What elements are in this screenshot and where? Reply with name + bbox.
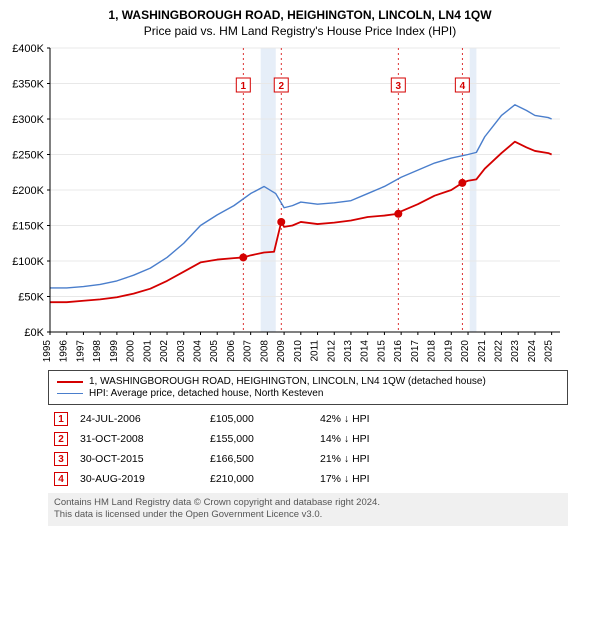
legend-label-address: 1, WASHINGBOROUGH ROAD, HEIGHINGTON, LIN… bbox=[89, 376, 486, 387]
x-tick-label: 2004 bbox=[192, 340, 203, 363]
y-tick-label: £350K bbox=[12, 79, 44, 91]
x-tick-label: 2014 bbox=[360, 340, 371, 363]
event-number: 3 bbox=[396, 81, 402, 92]
event-num-cell: 1 bbox=[48, 409, 74, 429]
event-num-box: 3 bbox=[54, 452, 68, 466]
event-row: 1 24-JUL-2006£105,00042% ↓ HPI bbox=[48, 409, 568, 429]
event-row: 3 30-OCT-2015£166,50021% ↓ HPI bbox=[48, 449, 568, 469]
x-tick-label: 2005 bbox=[209, 340, 220, 363]
event-num-box: 4 bbox=[54, 472, 68, 486]
x-tick-label: 2013 bbox=[343, 340, 354, 363]
event-delta: 17% ↓ HPI bbox=[314, 469, 568, 489]
price-chart: 1 2 3 4 £0K £50K £100K £150K £200K £250K £300K £350… bbox=[8, 44, 568, 364]
x-tick-label: 2017 bbox=[410, 340, 421, 363]
legend: 1, WASHINGBOROUGH ROAD, HEIGHINGTON, LIN… bbox=[48, 370, 568, 405]
event-num-cell: 2 bbox=[48, 429, 74, 449]
y-tick-label: £150K bbox=[12, 221, 44, 233]
x-tick-label: 2001 bbox=[142, 340, 153, 363]
x-tick-label: 2021 bbox=[477, 340, 488, 363]
x-tick-label: 2018 bbox=[427, 340, 438, 363]
x-tick-label: 1998 bbox=[92, 340, 103, 363]
x-tick-label: 2012 bbox=[326, 340, 337, 363]
event-date: 31-OCT-2008 bbox=[74, 429, 204, 449]
x-tick-label: 1996 bbox=[59, 340, 70, 363]
y-tick-label: £50K bbox=[18, 292, 44, 304]
event-date: 24-JUL-2006 bbox=[74, 409, 204, 429]
event-num-cell: 4 bbox=[48, 469, 74, 489]
x-tick-label: 2006 bbox=[226, 340, 237, 363]
event-row: 2 31-OCT-2008£155,00014% ↓ HPI bbox=[48, 429, 568, 449]
event-price: £166,500 bbox=[204, 449, 314, 469]
x-tick-label: 2024 bbox=[527, 340, 538, 363]
event-number: 1 bbox=[241, 81, 247, 92]
footer: Contains HM Land Registry data © Crown c… bbox=[48, 493, 568, 526]
event-delta: 21% ↓ HPI bbox=[314, 449, 568, 469]
x-tick-label: 2019 bbox=[443, 340, 454, 363]
event-price: £105,000 bbox=[204, 409, 314, 429]
x-tick-label: 2002 bbox=[159, 340, 170, 363]
y-tick-label: £300K bbox=[12, 114, 44, 126]
x-tick-label: 2020 bbox=[460, 340, 471, 363]
legend-row-hpi: HPI: Average price, detached house, Nort… bbox=[57, 388, 559, 399]
legend-swatch-address bbox=[57, 381, 83, 383]
x-tick-label: 2009 bbox=[276, 340, 287, 363]
event-num-box: 2 bbox=[54, 432, 68, 446]
x-tick-label: 2007 bbox=[243, 340, 254, 363]
footer-line1: Contains HM Land Registry data © Crown c… bbox=[54, 497, 562, 509]
chart-subtitle: Price paid vs. HM Land Registry's House … bbox=[8, 24, 592, 38]
y-tick-label: £200K bbox=[12, 185, 44, 197]
event-delta: 14% ↓ HPI bbox=[314, 429, 568, 449]
event-date: 30-OCT-2015 bbox=[74, 449, 204, 469]
x-tick-label: 2022 bbox=[493, 340, 504, 363]
footer-line2: This data is licensed under the Open Gov… bbox=[54, 509, 562, 521]
chart-title: 1, WASHINGBOROUGH ROAD, HEIGHINGTON, LIN… bbox=[8, 8, 592, 22]
x-tick-label: 2003 bbox=[176, 340, 187, 363]
x-tick-label: 2000 bbox=[126, 340, 137, 363]
x-tick-label: 1997 bbox=[75, 340, 86, 363]
x-tick-label: 1995 bbox=[42, 340, 53, 363]
events-table: 1 24-JUL-2006£105,00042% ↓ HPI 2 31-OCT-200… bbox=[48, 409, 568, 489]
y-tick-label: £400K bbox=[12, 44, 44, 55]
chart-container: 1 2 3 4 £0K £50K £100K £150K £200K £250K £300K £350… bbox=[8, 44, 592, 364]
event-number: 4 bbox=[460, 81, 466, 92]
x-tick-label: 1999 bbox=[109, 340, 120, 363]
event-row: 4 30-AUG-2019£210,00017% ↓ HPI bbox=[48, 469, 568, 489]
legend-row-address: 1, WASHINGBOROUGH ROAD, HEIGHINGTON, LIN… bbox=[57, 376, 559, 387]
legend-swatch-hpi bbox=[57, 393, 83, 394]
y-tick-label: £0K bbox=[24, 327, 44, 339]
y-tick-label: £100K bbox=[12, 256, 44, 268]
event-price: £155,000 bbox=[204, 429, 314, 449]
event-price: £210,000 bbox=[204, 469, 314, 489]
event-date: 30-AUG-2019 bbox=[74, 469, 204, 489]
x-tick-label: 2008 bbox=[259, 340, 270, 363]
x-tick-label: 2023 bbox=[510, 340, 521, 363]
x-tick-label: 2016 bbox=[393, 340, 404, 363]
event-number: 2 bbox=[278, 81, 284, 92]
y-tick-label: £250K bbox=[12, 150, 44, 162]
event-num-box: 1 bbox=[54, 412, 68, 426]
x-tick-label: 2025 bbox=[544, 340, 555, 363]
x-tick-label: 2011 bbox=[310, 340, 321, 362]
event-num-cell: 3 bbox=[48, 449, 74, 469]
legend-label-hpi: HPI: Average price, detached house, Nort… bbox=[89, 388, 323, 399]
x-tick-label: 2010 bbox=[293, 340, 304, 363]
x-tick-label: 2015 bbox=[376, 340, 387, 363]
event-delta: 42% ↓ HPI bbox=[314, 409, 568, 429]
